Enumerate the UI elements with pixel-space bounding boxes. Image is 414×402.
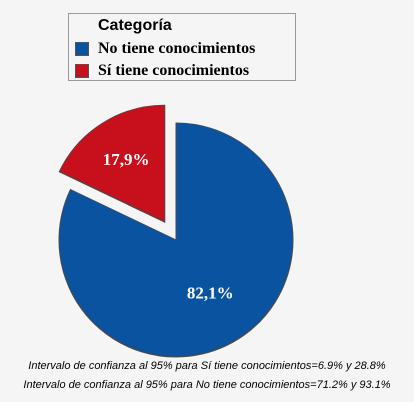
pie-slice-no-tiene: [58, 122, 294, 358]
legend-swatch-si-tiene: [75, 64, 89, 78]
confidence-note-si: Intervalo de confianza al 95% para Sí ti…: [28, 360, 386, 372]
pie-slice-si-tiene: [58, 104, 166, 224]
data-label-si-tiene: 17,9%: [103, 150, 150, 169]
pie-chart: 17,9% 82,1%: [58, 104, 294, 358]
data-label-no-tiene: 82,1%: [187, 283, 234, 302]
chart-legend: Categoría No tiene conocimientos Sí tien…: [68, 13, 296, 81]
legend-label-no-tiene: No tiene conocimientos: [98, 40, 256, 57]
legend-title: Categoría: [98, 17, 172, 34]
confidence-note-no: Intervalo de confianza al 95% para No ti…: [23, 379, 391, 391]
legend-swatch-no-tiene: [75, 42, 89, 56]
legend-label-si-tiene: Sí tiene conocimientos: [98, 62, 250, 79]
